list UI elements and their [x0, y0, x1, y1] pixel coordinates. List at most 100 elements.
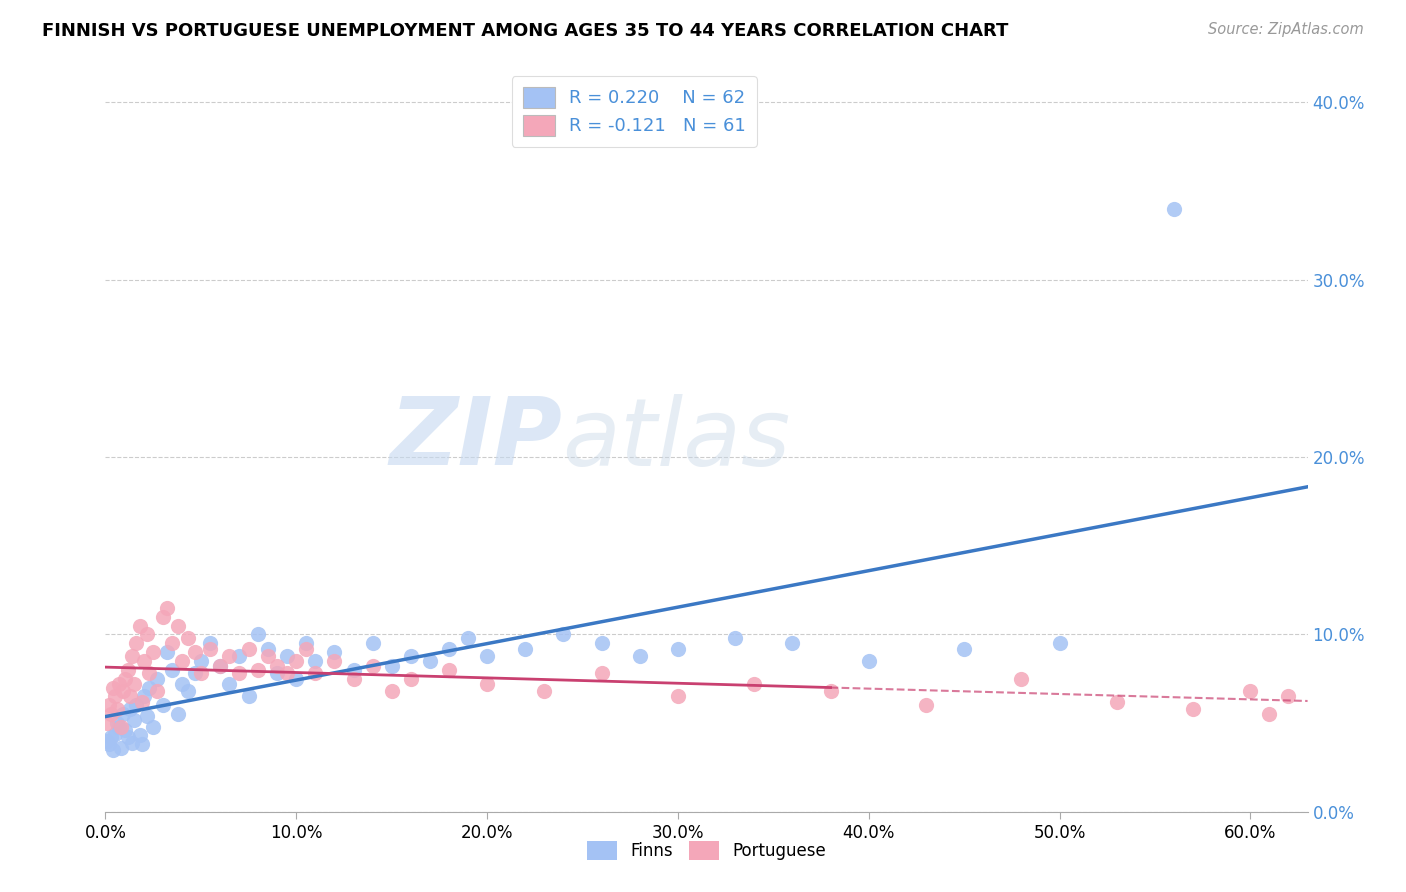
- Point: [110, 720, 132, 734]
- Point: [208, 659, 231, 673]
- Point: [100, 707, 122, 722]
- Point: [200, 636, 222, 650]
- Point: [100, 730, 122, 744]
- Point: [114, 672, 136, 686]
- Point: [724, 631, 747, 645]
- Point: [136, 627, 159, 641]
- Point: [1277, 690, 1299, 704]
- Point: [142, 645, 165, 659]
- Point: [167, 707, 190, 722]
- Point: [591, 666, 613, 681]
- Point: [190, 666, 212, 681]
- Point: [515, 641, 537, 656]
- Point: [96, 733, 118, 747]
- Point: [294, 636, 316, 650]
- Point: [666, 641, 689, 656]
- Point: [437, 663, 460, 677]
- Point: [437, 641, 460, 656]
- Point: [276, 648, 298, 663]
- Point: [105, 716, 128, 731]
- Point: [128, 729, 150, 743]
- Point: [190, 654, 212, 668]
- Point: [361, 659, 384, 673]
- Point: [176, 684, 198, 698]
- Point: [110, 740, 132, 755]
- Point: [457, 631, 479, 645]
- Point: [98, 698, 121, 713]
- Point: [132, 654, 155, 668]
- Point: [136, 709, 159, 723]
- Point: [208, 659, 231, 673]
- Point: [1010, 672, 1032, 686]
- Point: [276, 666, 298, 681]
- Point: [125, 698, 148, 713]
- Point: [419, 654, 441, 668]
- Point: [285, 654, 308, 668]
- Point: [266, 666, 288, 681]
- Point: [294, 641, 316, 656]
- Point: [184, 666, 207, 681]
- Point: [342, 663, 364, 677]
- Point: [104, 690, 127, 704]
- Point: [131, 737, 153, 751]
- Point: [218, 648, 240, 663]
- Point: [666, 690, 689, 704]
- Point: [162, 636, 183, 650]
- Point: [591, 636, 613, 650]
- Text: ZIP: ZIP: [389, 393, 562, 485]
- Point: [1105, 695, 1128, 709]
- Point: [114, 723, 136, 738]
- Point: [132, 690, 155, 704]
- Point: [247, 663, 270, 677]
- Text: FINNISH VS PORTUGUESE UNEMPLOYMENT AMONG AGES 35 TO 44 YEARS CORRELATION CHART: FINNISH VS PORTUGUESE UNEMPLOYMENT AMONG…: [42, 22, 1008, 40]
- Point: [121, 648, 143, 663]
- Point: [176, 631, 198, 645]
- Point: [125, 636, 148, 650]
- Point: [96, 716, 118, 731]
- Point: [1239, 684, 1261, 698]
- Point: [146, 684, 169, 698]
- Point: [782, 636, 804, 650]
- Point: [304, 654, 326, 668]
- Text: Source: ZipAtlas.com: Source: ZipAtlas.com: [1208, 22, 1364, 37]
- Point: [111, 707, 134, 722]
- Point: [238, 641, 260, 656]
- Point: [122, 713, 145, 727]
- Point: [1182, 702, 1205, 716]
- Point: [256, 648, 278, 663]
- Point: [167, 618, 190, 632]
- Point: [108, 720, 131, 734]
- Point: [228, 666, 250, 681]
- Point: [155, 645, 177, 659]
- Point: [915, 698, 938, 713]
- Point: [820, 684, 842, 698]
- Point: [121, 735, 143, 749]
- Point: [228, 648, 250, 663]
- Point: [266, 659, 288, 673]
- Point: [361, 636, 384, 650]
- Point: [117, 663, 139, 677]
- Point: [170, 677, 193, 691]
- Point: [138, 666, 160, 681]
- Point: [381, 659, 404, 673]
- Point: [111, 684, 134, 698]
- Point: [256, 641, 278, 656]
- Point: [1049, 636, 1071, 650]
- Point: [131, 695, 153, 709]
- Point: [742, 677, 765, 691]
- Point: [628, 648, 651, 663]
- Point: [101, 681, 124, 695]
- Point: [953, 641, 976, 656]
- Point: [128, 618, 150, 632]
- Point: [553, 627, 575, 641]
- Point: [218, 677, 240, 691]
- Point: [108, 677, 131, 691]
- Point: [247, 627, 270, 641]
- Point: [1163, 202, 1185, 216]
- Point: [138, 681, 160, 695]
- Point: [101, 742, 124, 756]
- Point: [117, 730, 139, 744]
- Point: [105, 702, 128, 716]
- Point: [342, 672, 364, 686]
- Legend: Finns, Portuguese: Finns, Portuguese: [581, 834, 832, 867]
